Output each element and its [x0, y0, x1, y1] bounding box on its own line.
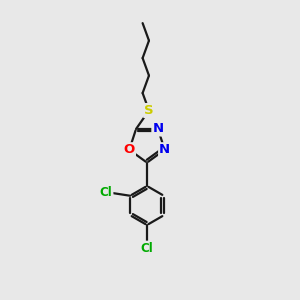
Text: N: N: [159, 143, 170, 156]
Text: Cl: Cl: [141, 242, 153, 255]
Text: S: S: [144, 104, 154, 117]
Text: N: N: [152, 122, 164, 136]
Text: Cl: Cl: [100, 186, 112, 199]
Text: O: O: [124, 143, 135, 156]
